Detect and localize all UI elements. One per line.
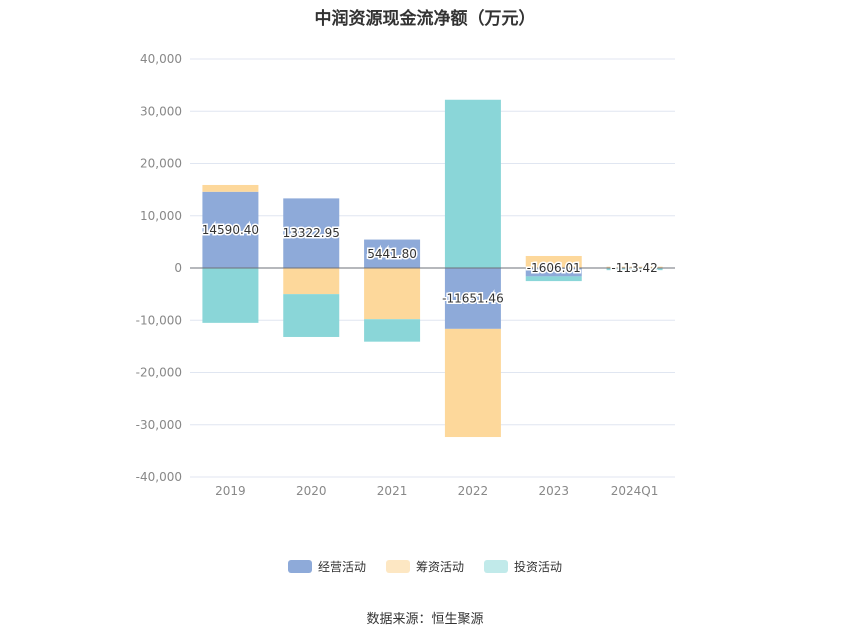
bars bbox=[202, 99, 663, 438]
bar-2021-series-0 bbox=[364, 239, 421, 268]
bar-2022-series-0 bbox=[444, 268, 501, 329]
data-label: -11651.46 bbox=[442, 291, 504, 305]
legend-item-financing[interactable]: 筹资活动 bbox=[385, 558, 464, 575]
y-tick-label: 10,000 bbox=[140, 209, 182, 223]
data-label: 5441.80 bbox=[367, 247, 417, 261]
bar-2022-series-2 bbox=[444, 99, 501, 268]
bar-2021-series-2 bbox=[364, 319, 421, 342]
x-axis-ticks: 2019 2020 2021 2022 2023 2024Q1 bbox=[215, 484, 658, 498]
legend: 经营活动 筹资活动 投资活动 bbox=[0, 558, 850, 575]
data-label: 13322.95 bbox=[283, 226, 340, 240]
y-tick-label: -20,000 bbox=[136, 366, 182, 380]
bar-2024Q1-series-2 bbox=[606, 268, 663, 271]
y-tick-label: 20,000 bbox=[140, 157, 182, 171]
x-tick-label: 2023 bbox=[538, 484, 569, 498]
bar-2023-series-0 bbox=[525, 268, 582, 277]
y-tick-label: 30,000 bbox=[140, 104, 182, 118]
y-tick-label: -10,000 bbox=[136, 313, 182, 327]
legend-item-operating[interactable]: 经营活动 bbox=[287, 558, 366, 575]
y-tick-label: 0 bbox=[174, 261, 182, 275]
y-tick-label: -40,000 bbox=[136, 470, 182, 484]
data-label: -1606.01 bbox=[527, 261, 581, 275]
bar-2023-series-2 bbox=[525, 276, 582, 282]
legend-label-investing: 投资活动 bbox=[514, 560, 563, 574]
source-note: 数据来源：恒生聚源 bbox=[366, 612, 484, 627]
legend-label-financing: 筹资活动 bbox=[415, 560, 464, 574]
legend-swatch-operating bbox=[287, 560, 312, 573]
x-tick-label: 2021 bbox=[377, 484, 408, 498]
bar-2021-series-1 bbox=[364, 268, 421, 320]
bar-2020-series-2 bbox=[283, 294, 340, 337]
y-axis-ticks: 40,000 30,000 20,000 10,000 0 -10,000 -20,000 -… bbox=[136, 52, 182, 484]
bar-2024Q1-series-1 bbox=[606, 266, 663, 268]
bar-2019-series-1 bbox=[202, 184, 259, 192]
bar-2022-series-1 bbox=[444, 328, 501, 438]
x-tick-label: 2019 bbox=[215, 484, 246, 498]
legend-label-operating: 经营活动 bbox=[317, 560, 366, 574]
data-label: 14590.40 bbox=[202, 223, 259, 237]
y-tick-label: -30,000 bbox=[136, 418, 182, 432]
chart-title: 中润资源现金流净额（万元） bbox=[314, 9, 536, 29]
legend-swatch-investing bbox=[484, 560, 508, 573]
bar-2019-series-0 bbox=[202, 191, 259, 268]
data-label: -113.42 bbox=[611, 261, 657, 275]
x-tick-label: 2020 bbox=[296, 484, 327, 498]
y-tick-label: 40,000 bbox=[140, 52, 182, 66]
x-tick-label: 2022 bbox=[458, 484, 489, 498]
bar-2020-series-0 bbox=[283, 198, 340, 268]
x-tick-label: 2024Q1 bbox=[611, 484, 659, 498]
legend-item-investing[interactable]: 投资活动 bbox=[484, 558, 562, 575]
bar-2020-series-1 bbox=[283, 268, 340, 295]
bar-2023-series-1 bbox=[525, 255, 582, 268]
bar-2019-series-2 bbox=[202, 268, 259, 323]
legend-swatch-financing bbox=[385, 560, 410, 573]
data-labels: 14590.40 13322.95 5441.80 -11651.46 -1606.01… bbox=[200, 221, 659, 307]
